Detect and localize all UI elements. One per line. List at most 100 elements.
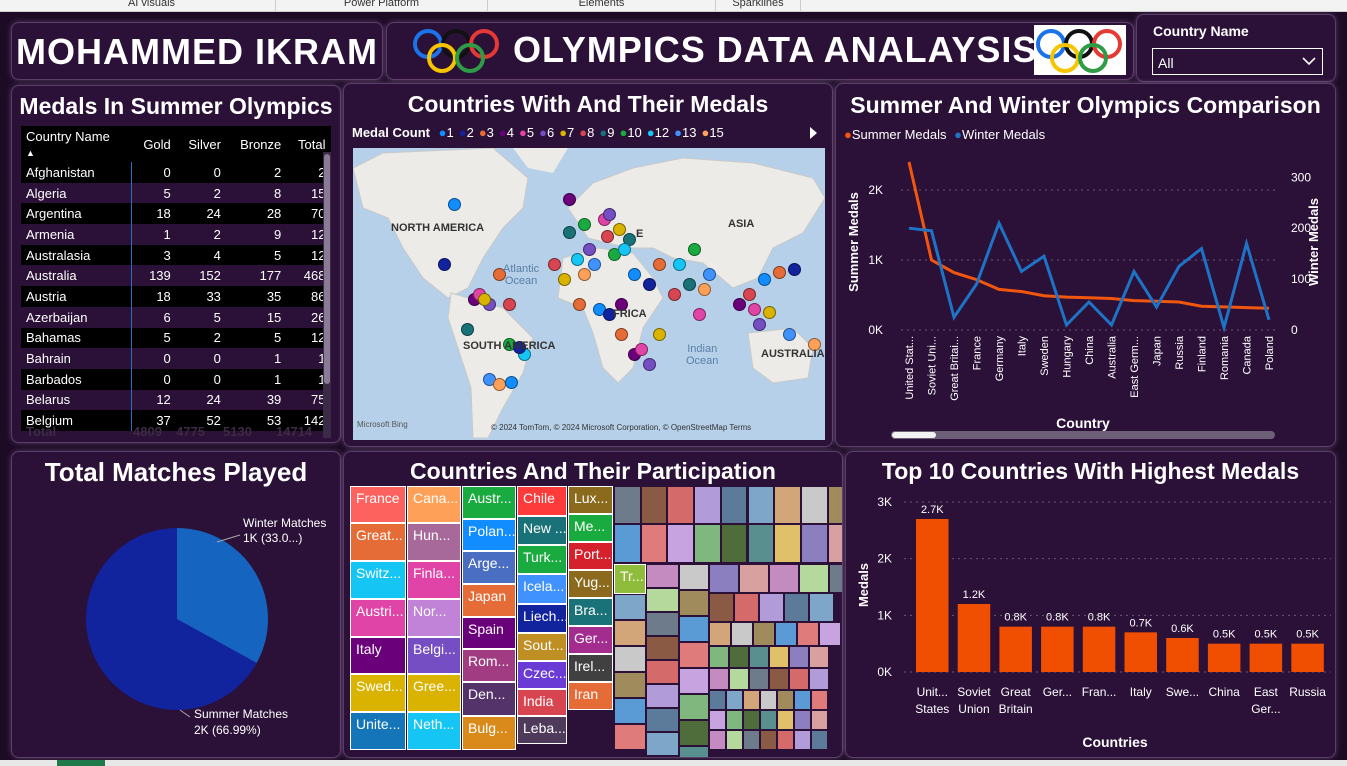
treemap-tile[interactable] xyxy=(614,524,641,563)
table-row[interactable]: Armenia 1 2 9 12 xyxy=(21,224,331,245)
treemap-tile[interactable] xyxy=(827,486,842,524)
treemap-tile[interactable] xyxy=(694,524,721,563)
treemap-tile[interactable]: France xyxy=(350,486,406,523)
country-bubble[interactable] xyxy=(788,263,801,276)
ribbon-sparklines[interactable]: Sparklines xyxy=(716,0,801,11)
treemap-tile[interactable] xyxy=(679,564,709,590)
treemap-tile[interactable] xyxy=(760,690,777,710)
treemap-tile[interactable] xyxy=(819,622,841,646)
treemap-tile[interactable] xyxy=(811,710,828,730)
country-bubble[interactable] xyxy=(783,328,796,341)
legend-item-8[interactable]: ●8 xyxy=(579,125,594,140)
treemap-tile[interactable] xyxy=(789,646,809,668)
treemap-tile[interactable]: Lux... xyxy=(568,486,613,514)
treemap-tile[interactable] xyxy=(774,524,801,563)
treemap-tile[interactable] xyxy=(679,694,709,720)
treemap-tile[interactable] xyxy=(646,708,679,732)
treemap-tile[interactable] xyxy=(769,564,799,593)
bar[interactable] xyxy=(1041,626,1074,672)
treemap-tile[interactable] xyxy=(729,668,749,690)
bar[interactable] xyxy=(1291,643,1324,672)
table-row[interactable]: Azerbaijan 6 5 15 26 xyxy=(21,306,331,328)
table-row[interactable]: Afghanistan 0 0 2 2 xyxy=(21,162,331,183)
table-scrollbar[interactable] xyxy=(323,152,331,438)
treemap-tile[interactable] xyxy=(743,710,760,730)
country-bubble[interactable] xyxy=(615,298,628,311)
legend-item-4[interactable]: ●4 xyxy=(499,125,514,140)
country-bubble[interactable] xyxy=(688,243,701,256)
bar[interactable] xyxy=(957,604,991,672)
treemap-tile[interactable]: Turk... xyxy=(517,545,567,574)
treemap-tile[interactable] xyxy=(646,732,679,756)
country-bubble[interactable] xyxy=(503,298,516,311)
country-bubble[interactable] xyxy=(588,258,601,271)
treemap-tile[interactable] xyxy=(614,620,646,646)
treemap-tile[interactable] xyxy=(729,646,749,668)
treemap-tile[interactable] xyxy=(679,720,709,746)
treemap-tile[interactable]: Japan xyxy=(462,584,516,617)
treemap-tile[interactable] xyxy=(777,710,794,730)
table-row[interactable]: Algeria 5 2 8 15 xyxy=(21,182,331,204)
country-bubble[interactable] xyxy=(618,243,631,256)
treemap-tile[interactable] xyxy=(809,593,834,622)
legend-item-7[interactable]: ●7 xyxy=(559,125,574,140)
treemap-tile[interactable] xyxy=(775,622,797,646)
treemap-tile[interactable] xyxy=(614,698,646,724)
treemap-tile[interactable]: Hun... xyxy=(407,523,461,561)
country-bubble[interactable] xyxy=(628,268,641,281)
active-page-tab[interactable] xyxy=(57,760,105,766)
treemap-tile[interactable]: Iran xyxy=(568,682,613,710)
treemap-tile[interactable] xyxy=(720,486,748,524)
map-attribution[interactable]: © 2024 TomTom, © 2024 Microsoft Corporat… xyxy=(491,423,752,432)
ribbon-elements[interactable]: Elements xyxy=(488,0,716,11)
treemap-tile[interactable]: Czec... xyxy=(517,661,567,689)
country-bubble[interactable] xyxy=(548,258,561,271)
bar[interactable] xyxy=(1166,638,1199,672)
treemap-tile[interactable] xyxy=(614,486,641,524)
treemap-tile[interactable]: Icela... xyxy=(517,574,567,604)
country-bubble[interactable] xyxy=(698,283,711,296)
treemap-tile[interactable] xyxy=(749,668,769,690)
treemap-tile[interactable] xyxy=(759,593,784,622)
table-row[interactable]: Belarus 12 24 39 75 xyxy=(21,389,331,411)
country-bubble[interactable] xyxy=(683,278,696,291)
country-bubble[interactable] xyxy=(758,273,771,286)
treemap-tile[interactable]: Bulg... xyxy=(462,716,516,750)
treemap-tile[interactable] xyxy=(769,668,789,690)
country-bubble[interactable] xyxy=(743,288,756,301)
treemap-tile[interactable]: New ... xyxy=(517,516,567,545)
treemap-tile[interactable] xyxy=(614,594,646,620)
treemap-tile[interactable] xyxy=(679,616,709,642)
bar[interactable] xyxy=(1082,626,1116,672)
country-bubble[interactable] xyxy=(493,378,506,391)
country-bubble[interactable] xyxy=(693,308,706,321)
treemap-tile[interactable] xyxy=(614,724,646,750)
country-bubble[interactable] xyxy=(578,218,591,231)
treemap-tile[interactable] xyxy=(734,593,759,622)
treemap-tile[interactable] xyxy=(829,564,842,593)
treemap-chart[interactable]: France Great... Switz... Austri... Italy Swed… xyxy=(350,486,842,757)
table-row[interactable]: Bahrain 0 0 1 1 xyxy=(21,348,331,369)
treemap-tile[interactable] xyxy=(800,524,828,563)
treemap-tile[interactable] xyxy=(726,710,743,730)
treemap-tile[interactable] xyxy=(797,622,819,646)
treemap-tile[interactable] xyxy=(709,593,734,622)
treemap-tile[interactable] xyxy=(784,593,809,622)
table-row[interactable]: Austria 18 33 35 86 xyxy=(21,286,331,307)
country-dropdown[interactable]: All xyxy=(1152,48,1323,75)
col-header-silver[interactable]: Silver xyxy=(175,126,226,162)
treemap-tile[interactable] xyxy=(749,646,769,668)
table-row[interactable]: Australia 139 152 177 468 xyxy=(21,265,331,287)
treemap-tile[interactable] xyxy=(774,486,801,524)
treemap-tile[interactable] xyxy=(809,646,829,668)
treemap-tile[interactable] xyxy=(760,710,777,730)
treemap-tile[interactable] xyxy=(709,690,726,710)
ribbon-ai-visuals[interactable]: AI visuals xyxy=(28,0,276,11)
country-bubble[interactable] xyxy=(673,258,686,271)
legend-item-9[interactable]: ●9 xyxy=(599,125,614,140)
treemap-tile[interactable]: Arge... xyxy=(462,551,516,584)
country-bubble[interactable] xyxy=(505,376,518,389)
treemap-tile[interactable]: Spain xyxy=(462,617,516,649)
country-bubble[interactable] xyxy=(601,230,614,243)
treemap-tile[interactable] xyxy=(799,564,829,593)
